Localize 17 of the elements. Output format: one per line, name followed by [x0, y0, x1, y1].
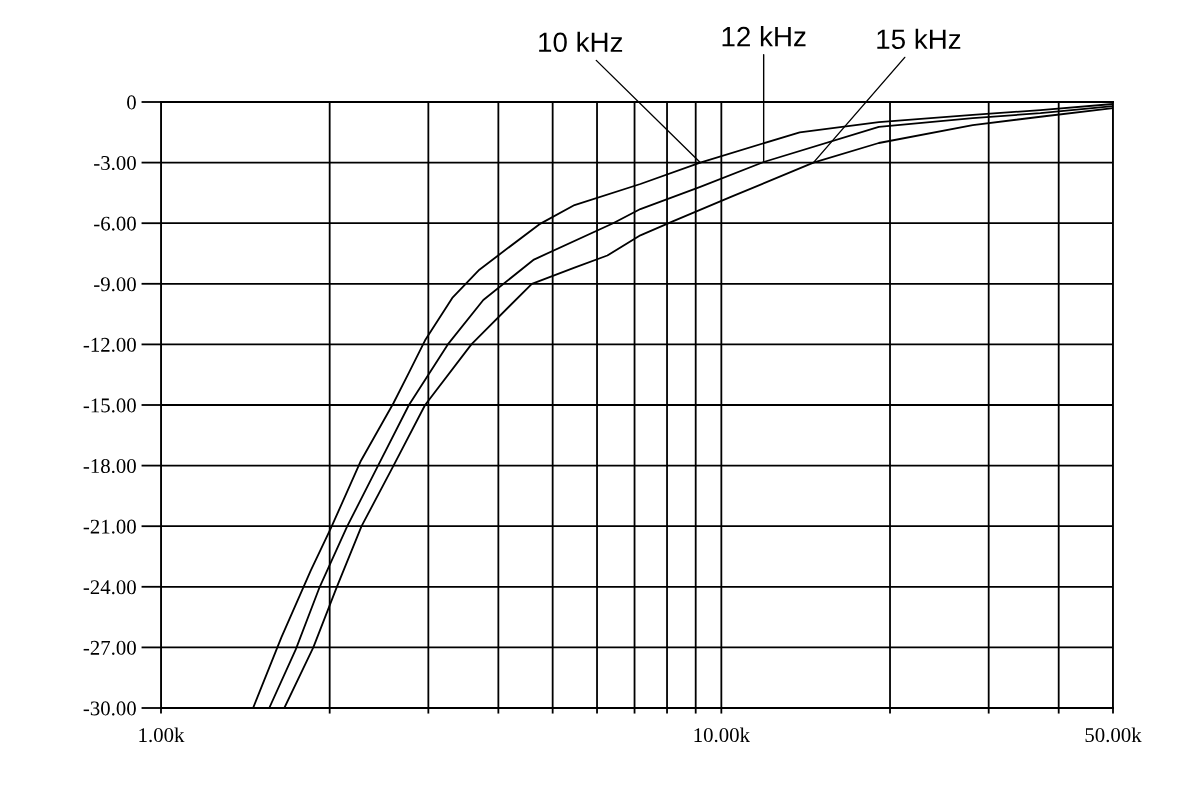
y-tick-label: -12.00 — [83, 337, 136, 352]
x-tick-label: 10.00k — [694, 727, 750, 743]
y-tick-label: -3.00 — [94, 155, 136, 171]
y-tick-label: -9.00 — [94, 277, 136, 292]
annotation: 15 kHz — [877, 28, 961, 50]
y-tick-label: 0 — [127, 95, 136, 110]
y-tick-label: -15.00 — [83, 398, 136, 413]
annotation: 10 kHz — [539, 31, 623, 53]
y-tick-label: -21.00 — [83, 519, 136, 534]
y-tick-label: -30.00 — [83, 701, 136, 716]
x-tick-label: 50.00k — [1085, 727, 1142, 743]
y-tick-label: -24.00 — [83, 580, 136, 595]
annotation: 12 kHz — [722, 26, 806, 47]
y-tick-label: -6.00 — [94, 216, 136, 231]
y-tick-label: -18.00 — [83, 458, 136, 474]
x-tick-label: 1.00k — [139, 727, 185, 743]
y-tick-label: -27.00 — [83, 640, 136, 655]
